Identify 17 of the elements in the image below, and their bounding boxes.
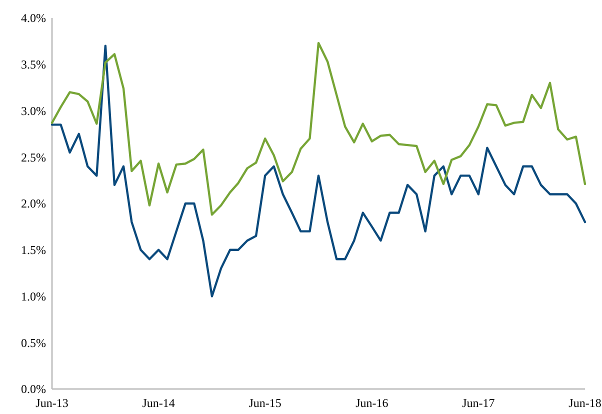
y-tick-label: 2.0% [21, 196, 46, 211]
y-tick-label: 3.0% [21, 104, 46, 118]
y-tick-label: 0.0% [21, 382, 46, 396]
x-tick-label: Jun-17 [462, 396, 495, 410]
x-tick-label: Jun-13 [36, 396, 68, 410]
line-series [50, 44, 586, 298]
y-tick-label: 3.5% [21, 58, 46, 72]
x-tick-label: Jun-14 [142, 396, 175, 410]
x-tick-label: Jun-18 [568, 396, 602, 410]
y-tick-label: 1.0% [21, 289, 46, 304]
x-tick-label: Jun-16 [356, 396, 388, 410]
y-tick-label: 0.5% [21, 336, 46, 350]
x-tick-label: Jun-15 [248, 396, 282, 410]
y-tick-label: 4.0% [21, 11, 46, 26]
y-tick-label: 2.5% [21, 150, 46, 164]
line-series [50, 42, 586, 216]
y-tick-label: 1.5% [21, 243, 46, 258]
